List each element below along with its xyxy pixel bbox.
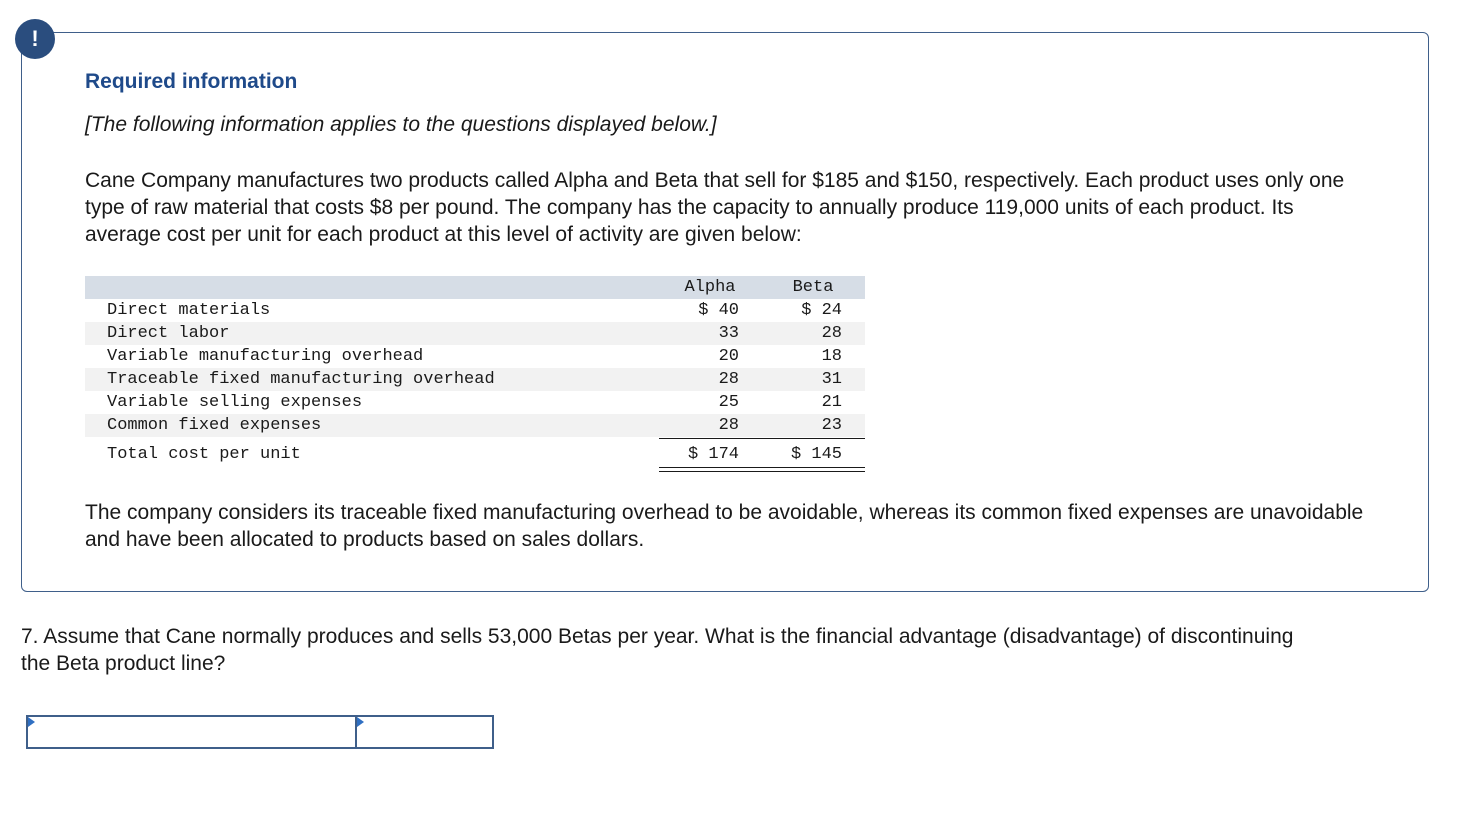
table-spacer [85, 437, 865, 443]
table-row: Direct labor 33 28 [85, 322, 865, 345]
alpha-value: 20 [718, 347, 739, 366]
subtotal-rule-alpha [659, 438, 762, 439]
question-text: 7. Assume that Cane normally produces an… [21, 625, 1294, 675]
intro-paragraph: Cane Company manufactures two products c… [85, 169, 1345, 246]
required-information-box [21, 32, 1429, 592]
alpha-value: $ 40 [698, 301, 739, 320]
beta-value: 31 [821, 370, 842, 389]
row-label: Direct labor [107, 324, 230, 343]
table-row: Direct materials $ 40 $ 24 [85, 299, 865, 322]
table-header-row: Alpha Beta [85, 276, 865, 299]
table-total-row: Total cost per unit $ 174 $ 145 [85, 443, 865, 472]
total-rule-beta [762, 467, 865, 472]
beta-value: 23 [821, 416, 842, 435]
alpha-value: 28 [718, 370, 739, 389]
row-label: Variable selling expenses [107, 393, 363, 412]
information-subtitle: [The following information applies to th… [85, 113, 717, 136]
exclamation-icon: ! [15, 19, 55, 59]
beta-value: $ 24 [801, 301, 842, 320]
answer-amount-cell[interactable] [355, 715, 494, 749]
required-information-title: Required information [85, 70, 298, 93]
answer-amount-input[interactable] [357, 717, 492, 747]
table-row: Common fixed expenses 28 23 [85, 414, 865, 437]
row-label: Variable manufacturing overhead [107, 347, 424, 366]
column-header-alpha: Alpha [684, 278, 736, 297]
beta-value: 28 [821, 324, 842, 343]
total-label: Total cost per unit [107, 445, 301, 464]
row-label: Traceable fixed manufacturing overhead [107, 370, 495, 389]
total-rule-alpha [659, 467, 762, 472]
beta-total: $ 145 [790, 445, 842, 464]
beta-value: 18 [821, 347, 842, 366]
cost-table: Alpha Beta Direct materials $ 40 $ 24 Di… [85, 276, 865, 472]
table-row: Variable manufacturing overhead 20 18 [85, 345, 865, 368]
closing-paragraph: The company considers its traceable fixe… [85, 501, 1364, 551]
row-label: Common fixed expenses [107, 416, 322, 435]
table-row: Variable selling expenses 25 21 [85, 391, 865, 414]
row-label: Direct materials [107, 301, 271, 320]
alpha-value: 33 [718, 324, 739, 343]
alpha-value: 28 [718, 416, 739, 435]
answer-label-input[interactable] [28, 717, 355, 747]
table-row: Traceable fixed manufacturing overhead 2… [85, 368, 865, 391]
column-header-beta: Beta [792, 278, 834, 297]
alpha-total: $ 174 [687, 445, 739, 464]
alpha-value: 25 [718, 393, 739, 412]
beta-value: 21 [821, 393, 842, 412]
answer-label-cell[interactable] [26, 715, 357, 749]
subtotal-rule-beta [762, 438, 865, 439]
